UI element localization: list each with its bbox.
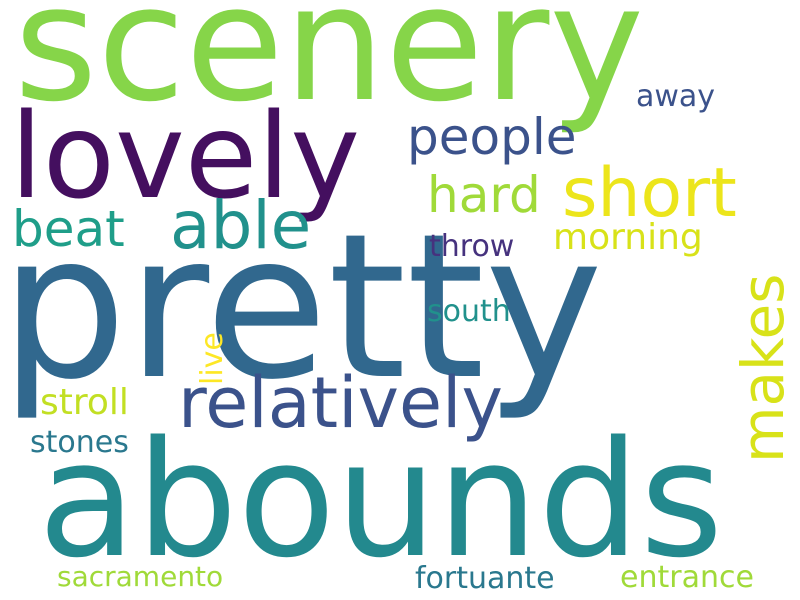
word-pretty: pretty [0,191,604,424]
word-short: short [562,154,737,233]
word-stones: stones [30,425,129,460]
word-sacramento: sacramento [57,560,224,593]
word-able: able [170,187,312,264]
word-entrance: entrance [620,560,754,595]
word-morning: morning [553,217,703,258]
word-makes: makes [729,273,797,463]
word-hard: hard [427,166,541,224]
word-people: people [407,108,577,166]
word-fortuante: fortuante [415,561,555,596]
word-throw: throw [429,229,515,264]
word-south: south [427,294,511,329]
word-away: away [636,79,716,114]
word-relatively: relatively [178,362,503,444]
word-beat: beat [12,200,125,258]
word-live: live [195,332,230,385]
word-abounds: abounds [38,406,724,593]
word-stroll: stroll [40,382,129,423]
word-lovely: lovely [10,87,361,225]
word-scenery: scenery [14,0,645,137]
